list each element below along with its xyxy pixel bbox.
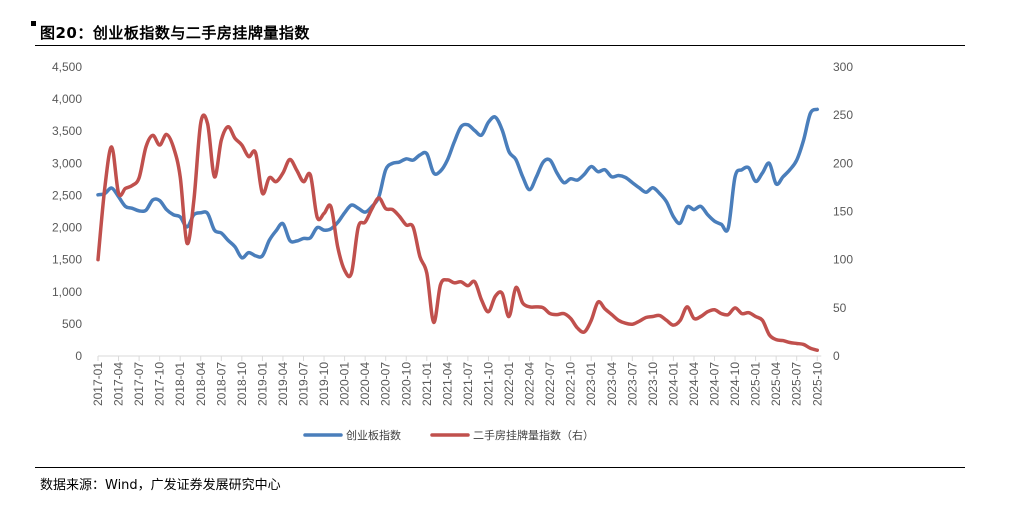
x-tick-label: 2020-04 xyxy=(358,362,372,406)
y-right-tick-label: 200 xyxy=(833,156,853,170)
figure-title: 图20：创业板指数与二手房挂牌量指数 xyxy=(40,24,310,42)
x-tick-label: 2022-07 xyxy=(543,362,557,406)
y-right-tick-label: 300 xyxy=(833,60,853,74)
x-tick-label: 2022-04 xyxy=(523,362,537,406)
x-tick-label: 2019-01 xyxy=(255,362,269,406)
x-tick-label: 2018-10 xyxy=(235,362,249,406)
y-right-tick-label: 100 xyxy=(833,253,853,267)
x-tick-label: 2017-07 xyxy=(132,362,146,406)
x-tick-label: 2017-10 xyxy=(153,362,167,406)
x-tick-label: 2023-07 xyxy=(625,362,639,406)
y-left-tick-label: 4,500 xyxy=(52,60,82,74)
source-note: 数据来源：Wind，广发证券发展研究中心 xyxy=(40,478,281,493)
x-tick-label: 2017-04 xyxy=(112,362,126,406)
y-right-tick-label: 50 xyxy=(833,301,847,315)
x-tick-label: 2018-04 xyxy=(194,362,208,406)
x-tick-label: 2019-07 xyxy=(297,362,311,406)
series-line-chinext-index xyxy=(96,107,819,260)
title-divider xyxy=(35,45,965,46)
x-tick-label: 2017-01 xyxy=(91,362,105,406)
bullet-marker xyxy=(31,21,36,26)
y-left-tick-label: 500 xyxy=(62,317,82,331)
legend-label: 创业板指数 xyxy=(346,428,401,442)
x-tick-label: 2019-10 xyxy=(317,362,331,406)
y-left-tick-label: 3,500 xyxy=(52,124,82,138)
x-tick-label: 2021-01 xyxy=(420,362,434,406)
y-left-tick-label: 2,000 xyxy=(52,221,82,235)
x-tick-label: 2024-04 xyxy=(687,362,701,406)
y-left-tick-label: 0 xyxy=(75,349,82,363)
x-tick-label: 2024-10 xyxy=(728,362,742,406)
y-right-tick-label: 150 xyxy=(833,205,853,219)
x-tick-label: 2023-10 xyxy=(646,362,660,406)
x-tick-label: 2024-01 xyxy=(666,362,680,406)
series-line-listing-index xyxy=(96,113,819,352)
x-tick-label: 2018-01 xyxy=(173,362,187,406)
x-tick-label: 2025-07 xyxy=(790,362,804,406)
x-tick-label: 2021-04 xyxy=(440,362,454,406)
x-tick-label: 2025-01 xyxy=(749,362,763,406)
x-tick-label: 2021-07 xyxy=(461,362,475,406)
x-tick-label: 2018-07 xyxy=(214,362,228,406)
x-tick-label: 2023-04 xyxy=(605,362,619,406)
y-right-tick-label: 250 xyxy=(833,108,853,122)
y-left-tick-label: 3,000 xyxy=(52,156,82,170)
x-tick-label: 2020-10 xyxy=(399,362,413,406)
x-tick-label: 2019-04 xyxy=(276,362,290,406)
x-tick-label: 2020-01 xyxy=(338,362,352,406)
x-tick-label: 2021-10 xyxy=(481,362,495,406)
y-left-tick-label: 1,000 xyxy=(52,285,82,299)
y-left-tick-label: 4,000 xyxy=(52,92,82,106)
y-right-tick-label: 0 xyxy=(833,349,840,363)
x-tick-label: 2025-04 xyxy=(769,362,783,406)
y-left-tick-label: 2,500 xyxy=(52,188,82,202)
x-tick-label: 2023-01 xyxy=(584,362,598,406)
x-tick-label: 2025-10 xyxy=(810,362,824,406)
legend-label: 二手房挂牌量指数（右） xyxy=(473,428,594,442)
source-divider xyxy=(35,467,965,468)
y-left-tick-label: 1,500 xyxy=(52,253,82,267)
x-tick-label: 2024-07 xyxy=(708,362,722,406)
x-tick-label: 2020-07 xyxy=(379,362,393,406)
x-tick-label: 2022-10 xyxy=(564,362,578,406)
x-tick-label: 2022-01 xyxy=(502,362,516,406)
